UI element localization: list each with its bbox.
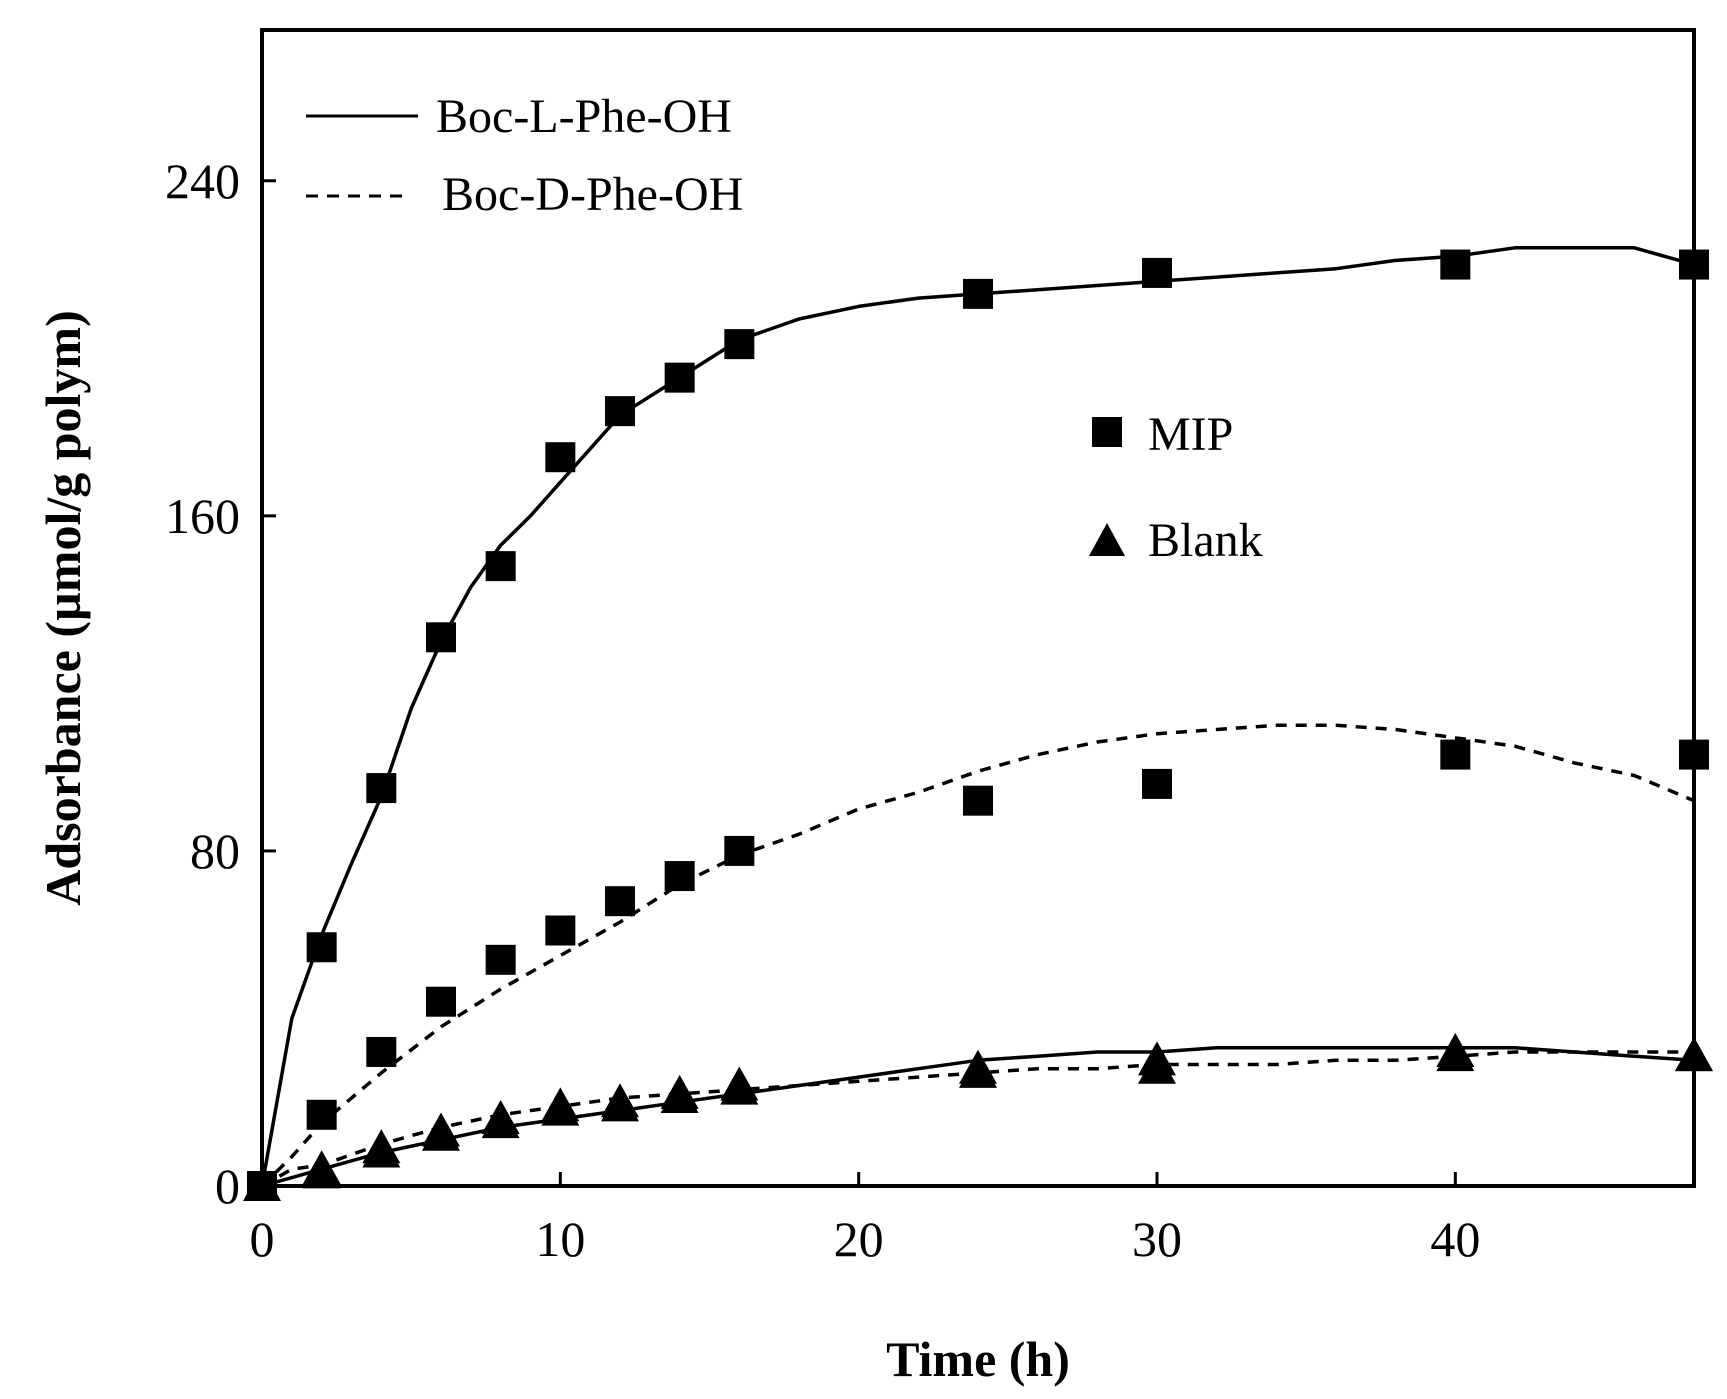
y-tick-label: 80 bbox=[190, 823, 240, 879]
y-axis-title: Adsorbance (µmol/g polym) bbox=[35, 310, 91, 905]
triangle-marker bbox=[362, 1133, 401, 1168]
legend-square-marker bbox=[1092, 417, 1122, 447]
square-marker bbox=[485, 944, 516, 975]
y-tick-label: 160 bbox=[165, 488, 240, 544]
triangle-marker bbox=[302, 1154, 341, 1189]
square-marker bbox=[1679, 249, 1709, 280]
plot-frame bbox=[260, 28, 1696, 1188]
square-marker bbox=[963, 785, 993, 816]
square-marker bbox=[963, 278, 993, 309]
square-marker bbox=[426, 986, 456, 1017]
square-marker bbox=[366, 773, 397, 804]
legend-triangle-marker bbox=[1089, 523, 1125, 556]
series-line-7 bbox=[261, 1050, 1694, 1188]
legend-d-label: Boc-D-Phe-OH bbox=[442, 168, 743, 221]
square-marker bbox=[1440, 739, 1471, 770]
square-marker bbox=[366, 1036, 397, 1067]
square-marker bbox=[426, 622, 456, 653]
legend-blank-label: Blank bbox=[1148, 514, 1263, 567]
triangle-marker bbox=[481, 1099, 520, 1134]
marker-legend: MIP Blank bbox=[1089, 408, 1263, 567]
tick-layer: 0 10 20 30 40 0 80 160 240 bbox=[165, 153, 1480, 1267]
x-tick-label: 20 bbox=[834, 1211, 884, 1267]
triangle-marker bbox=[1138, 1049, 1176, 1084]
triangle-marker bbox=[1675, 1037, 1713, 1072]
x-axis-title: Time (h) bbox=[886, 1331, 1070, 1387]
square-marker bbox=[1142, 257, 1172, 288]
marker-layer bbox=[243, 249, 1713, 1201]
triangle-marker bbox=[660, 1074, 699, 1109]
square-marker bbox=[1440, 249, 1471, 280]
series-line-3 bbox=[260, 723, 1695, 1188]
square-marker bbox=[724, 329, 755, 360]
y-tick-label: 240 bbox=[165, 153, 240, 209]
square-marker bbox=[545, 442, 576, 473]
square-marker bbox=[306, 1099, 337, 1130]
series-line-1 bbox=[260, 246, 1695, 1187]
triangle-marker bbox=[1436, 1037, 1475, 1072]
x-tick-label: 40 bbox=[1430, 1211, 1480, 1267]
triangle-marker bbox=[541, 1087, 580, 1122]
legend-l-label: Boc-L-Phe-OH bbox=[436, 90, 732, 143]
square-marker bbox=[1142, 768, 1172, 799]
square-marker bbox=[605, 396, 635, 427]
legend-mip-label: MIP bbox=[1148, 408, 1233, 461]
x-tick-label: 10 bbox=[535, 1211, 585, 1267]
line-style-legend: Boc-L-Phe-OH Boc-D-Phe-OH bbox=[306, 90, 743, 221]
square-marker bbox=[1679, 739, 1709, 770]
x-tick-label: 30 bbox=[1132, 1211, 1182, 1267]
square-marker bbox=[664, 362, 695, 393]
triangle-marker bbox=[720, 1066, 759, 1101]
triangle-marker bbox=[959, 1053, 997, 1088]
square-marker bbox=[605, 886, 635, 917]
square-marker bbox=[485, 551, 516, 582]
square-marker bbox=[306, 932, 337, 963]
series-layer bbox=[260, 246, 1695, 1188]
y-tick-label: 0 bbox=[215, 1158, 240, 1214]
triangle-marker bbox=[601, 1083, 639, 1118]
square-marker bbox=[664, 861, 695, 892]
triangle-marker bbox=[422, 1116, 460, 1151]
square-marker bbox=[724, 835, 755, 866]
square-marker bbox=[545, 915, 576, 946]
x-tick-label: 0 bbox=[250, 1211, 275, 1267]
